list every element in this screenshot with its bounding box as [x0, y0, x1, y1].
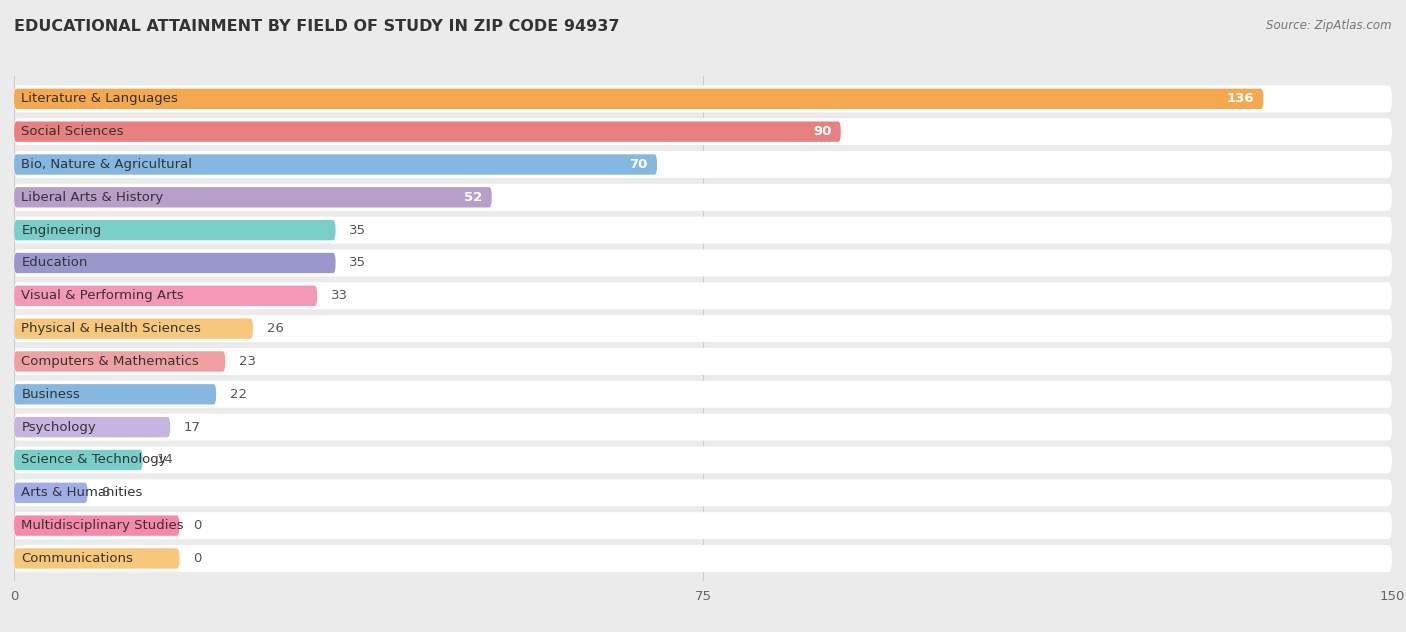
Text: 70: 70: [630, 158, 648, 171]
Text: Liberal Arts & History: Liberal Arts & History: [21, 191, 163, 204]
Text: 90: 90: [813, 125, 831, 138]
Text: 8: 8: [101, 486, 110, 499]
FancyBboxPatch shape: [14, 450, 142, 470]
FancyBboxPatch shape: [14, 381, 1392, 408]
FancyBboxPatch shape: [14, 118, 1392, 145]
FancyBboxPatch shape: [14, 549, 180, 569]
FancyBboxPatch shape: [14, 286, 318, 306]
Text: 17: 17: [184, 421, 201, 434]
Text: 0: 0: [193, 519, 201, 532]
Text: Physical & Health Sciences: Physical & Health Sciences: [21, 322, 201, 335]
Text: Arts & Humanities: Arts & Humanities: [21, 486, 143, 499]
FancyBboxPatch shape: [14, 479, 1392, 506]
Text: Communications: Communications: [21, 552, 134, 565]
Text: 0: 0: [193, 552, 201, 565]
Text: 52: 52: [464, 191, 482, 204]
FancyBboxPatch shape: [14, 348, 1392, 375]
Text: 14: 14: [156, 454, 173, 466]
FancyBboxPatch shape: [14, 253, 336, 273]
FancyBboxPatch shape: [14, 545, 1392, 572]
FancyBboxPatch shape: [14, 283, 1392, 309]
Text: 23: 23: [239, 355, 256, 368]
Text: EDUCATIONAL ATTAINMENT BY FIELD OF STUDY IN ZIP CODE 94937: EDUCATIONAL ATTAINMENT BY FIELD OF STUDY…: [14, 19, 620, 34]
Text: Engineering: Engineering: [21, 224, 101, 236]
FancyBboxPatch shape: [14, 512, 1392, 539]
FancyBboxPatch shape: [14, 250, 1392, 276]
Text: 33: 33: [330, 289, 347, 302]
FancyBboxPatch shape: [14, 446, 1392, 473]
Text: 136: 136: [1226, 92, 1254, 106]
Text: 22: 22: [231, 388, 247, 401]
FancyBboxPatch shape: [14, 88, 1264, 109]
FancyBboxPatch shape: [14, 384, 217, 404]
Text: Visual & Performing Arts: Visual & Performing Arts: [21, 289, 184, 302]
FancyBboxPatch shape: [14, 417, 170, 437]
FancyBboxPatch shape: [14, 184, 1392, 211]
Text: 26: 26: [267, 322, 284, 335]
Text: Science & Technology: Science & Technology: [21, 454, 167, 466]
Text: Business: Business: [21, 388, 80, 401]
FancyBboxPatch shape: [14, 154, 657, 174]
Text: 35: 35: [349, 224, 367, 236]
FancyBboxPatch shape: [14, 217, 1392, 243]
Text: Computers & Mathematics: Computers & Mathematics: [21, 355, 200, 368]
Text: Source: ZipAtlas.com: Source: ZipAtlas.com: [1267, 19, 1392, 32]
FancyBboxPatch shape: [14, 414, 1392, 441]
FancyBboxPatch shape: [14, 516, 180, 536]
FancyBboxPatch shape: [14, 85, 1392, 112]
Text: Literature & Languages: Literature & Languages: [21, 92, 179, 106]
FancyBboxPatch shape: [14, 315, 1392, 342]
FancyBboxPatch shape: [14, 151, 1392, 178]
FancyBboxPatch shape: [14, 187, 492, 207]
FancyBboxPatch shape: [14, 483, 87, 503]
Text: 35: 35: [349, 257, 367, 269]
FancyBboxPatch shape: [14, 220, 336, 240]
Text: Psychology: Psychology: [21, 421, 96, 434]
Text: Multidisciplinary Studies: Multidisciplinary Studies: [21, 519, 184, 532]
Text: Education: Education: [21, 257, 87, 269]
FancyBboxPatch shape: [14, 121, 841, 142]
Text: Social Sciences: Social Sciences: [21, 125, 124, 138]
Text: Bio, Nature & Agricultural: Bio, Nature & Agricultural: [21, 158, 193, 171]
FancyBboxPatch shape: [14, 351, 225, 372]
FancyBboxPatch shape: [14, 319, 253, 339]
